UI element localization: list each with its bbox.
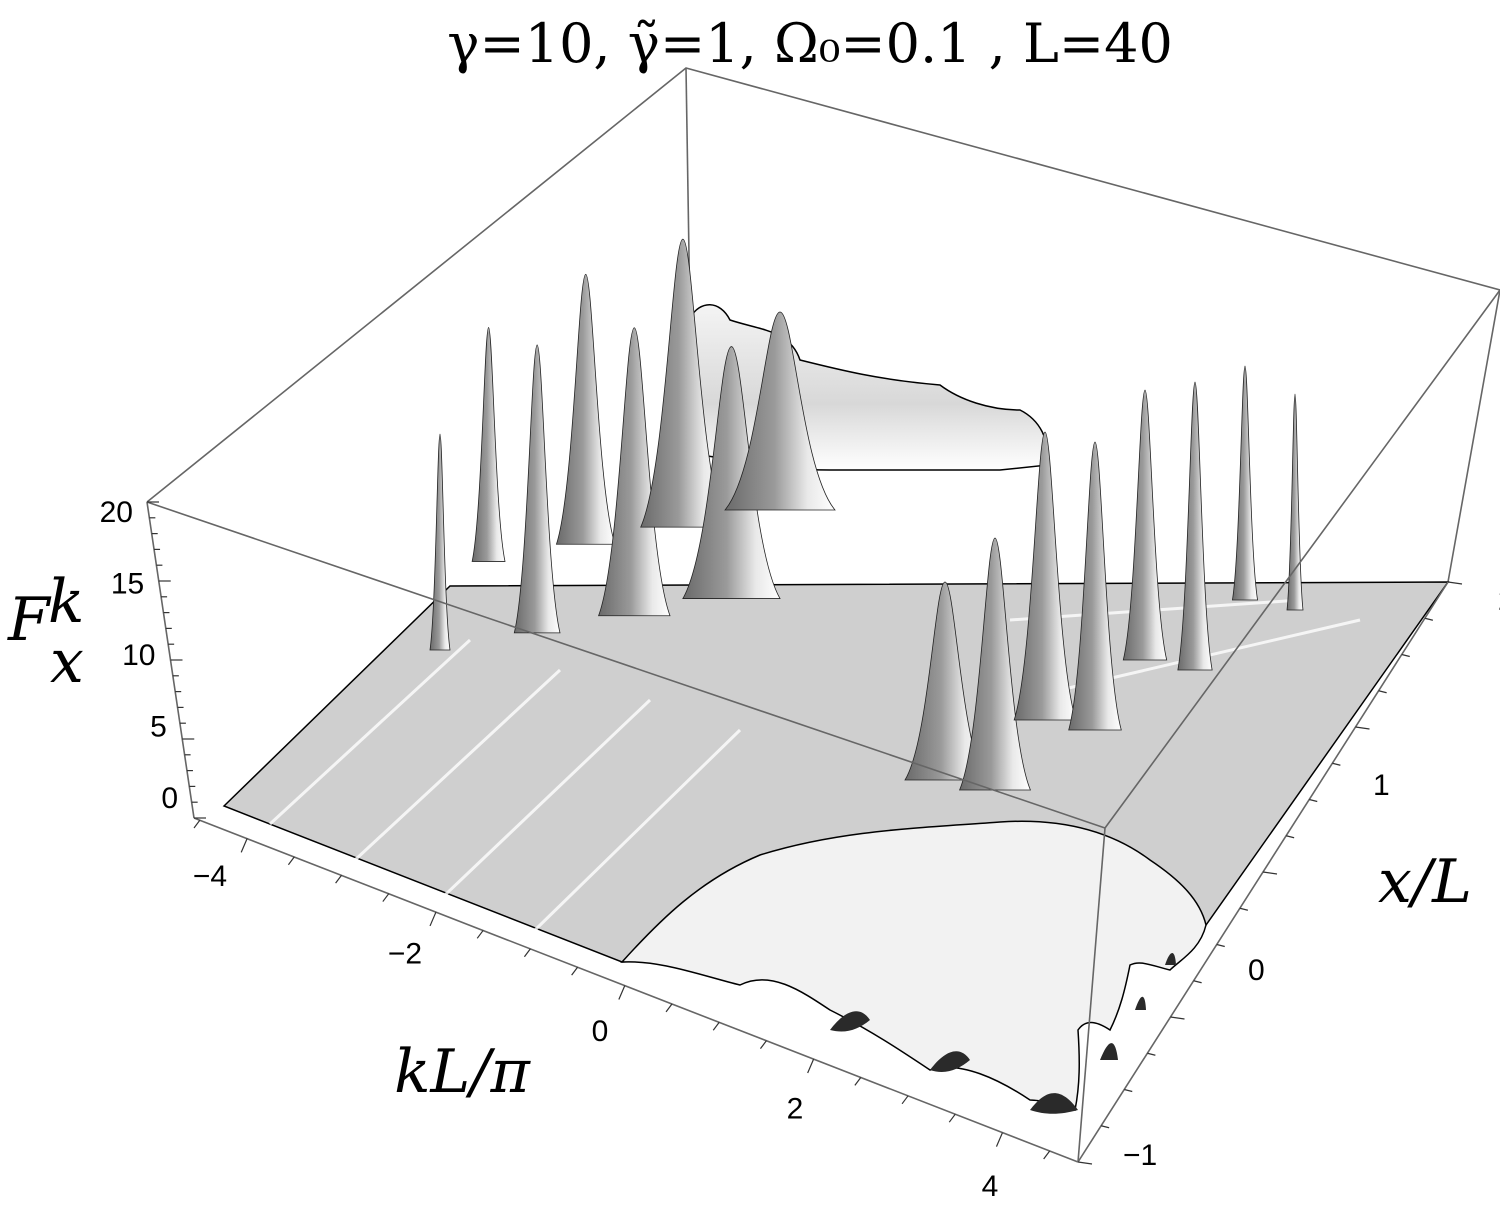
z-tick-label: 15: [111, 568, 144, 601]
peak-negative-k: [513, 344, 561, 634]
x-tick-mark: [665, 1003, 673, 1013]
x-tick-mark: [807, 1058, 815, 1074]
peak-positive-k: [1177, 381, 1213, 671]
svg-text:F: F: [7, 585, 52, 655]
peak-positive-k: [1286, 393, 1304, 611]
y-tick-mark: [1285, 835, 1295, 839]
x-tick-label: 2: [787, 1093, 804, 1126]
x-tick-mark: [287, 856, 295, 866]
peak-positive-k: [904, 581, 986, 781]
x-axis-label: kL/π: [394, 1037, 531, 1107]
y-tick-label: 2: [1498, 584, 1500, 617]
y-tick-mark: [1355, 726, 1370, 730]
x-tick-mark: [1043, 1150, 1051, 1160]
chart-title: γ=10, γ̃=1, Ω₀=0.1 , L=40: [447, 12, 1173, 75]
x-tick-mark: [240, 838, 248, 853]
x-tick-label: −4: [193, 860, 227, 893]
svg-text:x: x: [50, 627, 84, 697]
peak-positive-k: [1122, 389, 1168, 661]
x-tick-mark: [382, 893, 390, 902]
peak-positive-k: [958, 537, 1032, 791]
z-axis-label: F x k: [7, 567, 84, 697]
z-tick-label: 10: [122, 639, 155, 672]
y-tick-label: 0: [1248, 954, 1265, 987]
x-tick-mark: [618, 985, 626, 1000]
peak-negative-k: [682, 346, 781, 599]
x-tick-label: −2: [388, 938, 422, 971]
y-tick-mark: [1170, 1016, 1185, 1020]
y-axis-label: x/L: [1378, 847, 1472, 917]
y-tick-mark: [1147, 1052, 1156, 1056]
y-tick-mark: [1262, 871, 1278, 875]
y-tick-mark: [1401, 653, 1410, 658]
peak-negative-k: [724, 311, 836, 511]
y-tick-label: 1: [1373, 769, 1390, 802]
peak-negative-k: [640, 238, 726, 528]
y-tick-mark: [1378, 690, 1387, 694]
x-tick-label: 0: [592, 1015, 609, 1048]
y-tick-mark: [1193, 980, 1202, 984]
z-tick-label: 20: [100, 496, 133, 529]
peak-positive-k: [1231, 365, 1259, 601]
y-tick-mark: [1239, 907, 1249, 911]
x-tick-mark: [995, 1132, 1004, 1147]
axes-group: 0 5 10 15 20 −4 −2 0 2 4 −1 0 1 2: [100, 496, 1500, 1203]
x-tick-mark: [712, 1021, 720, 1031]
peak-positive-k: [1068, 441, 1122, 731]
y-tick-mark: [1077, 1161, 1093, 1165]
x-tick-mark: [476, 929, 484, 939]
y-tick-label: −1: [1123, 1139, 1157, 1172]
x-tick-mark: [335, 874, 343, 884]
x-tick-mark: [948, 1113, 956, 1123]
peak-negative-k: [555, 273, 616, 545]
y-tick-mark: [1216, 943, 1225, 948]
x-tick-mark: [193, 819, 201, 829]
z-tick-label: 0: [161, 782, 178, 815]
peaks-group: [429, 238, 1304, 791]
y-tick-mark: [1100, 1125, 1110, 1129]
x-tick-mark: [571, 966, 579, 976]
peak-positive-k: [1013, 431, 1077, 721]
svg-text:k: k: [48, 567, 84, 637]
x-tick-label: 4: [982, 1170, 999, 1203]
y-tick-mark: [1309, 798, 1318, 803]
z-tick-label: 5: [150, 711, 167, 744]
x-tick-mark: [523, 948, 531, 958]
peak-negative-k: [429, 433, 451, 651]
y-tick-mark: [1447, 581, 1463, 585]
x-tick-mark: [854, 1077, 862, 1086]
y-tick-mark: [1124, 1088, 1133, 1093]
x-tick-mark: [901, 1095, 909, 1105]
peak-negative-k: [471, 327, 506, 562]
x-tick-mark: [429, 911, 437, 927]
y-tick-mark: [1424, 617, 1434, 621]
y-tick-mark: [1332, 762, 1341, 766]
peak-negative-k: [597, 327, 671, 617]
front-ridge-shadows: [830, 952, 1176, 1114]
x-tick-mark: [759, 1040, 767, 1050]
